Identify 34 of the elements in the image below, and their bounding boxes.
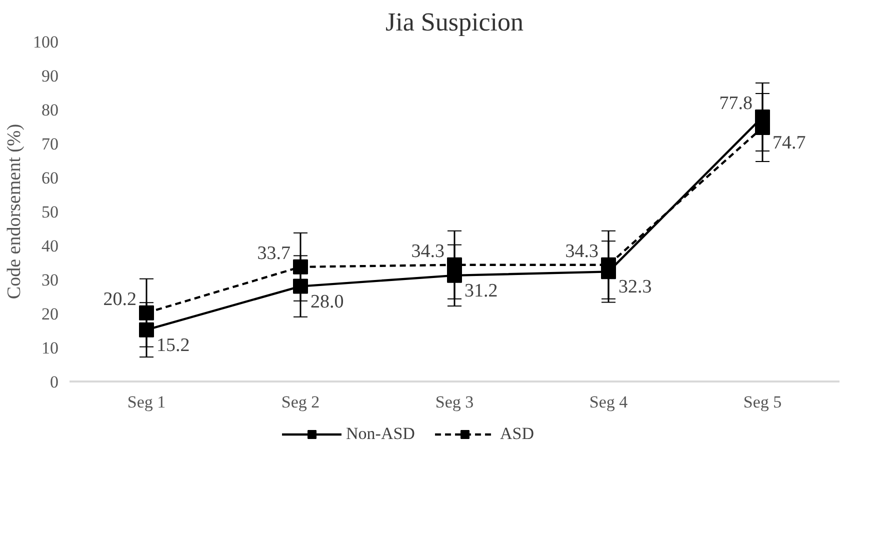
x-tick-label: Seg 3 — [435, 392, 474, 412]
point — [139, 305, 154, 320]
point — [293, 259, 308, 274]
data-label: 20.2 — [103, 288, 136, 310]
y-tick-label: 70 — [42, 134, 58, 154]
x-tick-label: Seg 1 — [127, 392, 166, 412]
y-tick-label: 100 — [33, 32, 58, 52]
data-label: 15.2 — [156, 334, 190, 356]
data-label: 31.2 — [464, 280, 498, 302]
y-tick-label: 20 — [42, 304, 58, 324]
y-axis-title: Code endorsement (%) — [4, 124, 25, 300]
y-tick-label: 0 — [50, 372, 58, 392]
data-label: 28.0 — [310, 291, 344, 312]
data-label: 33.7 — [257, 242, 290, 264]
x-tick-label: Seg 5 — [743, 392, 782, 412]
y-tick-label: 60 — [42, 168, 58, 188]
y-tick-label: 80 — [42, 100, 58, 120]
data-label: 74.7 — [772, 132, 806, 154]
y-tick-label: 90 — [42, 66, 58, 86]
chart-title: Jia Suspicion — [386, 8, 524, 36]
point — [139, 322, 154, 338]
y-tick-label: 30 — [42, 270, 58, 290]
legend-label: Non-ASD — [346, 424, 415, 444]
x-tick-label: Seg 2 — [281, 392, 320, 412]
y-tick-label: 40 — [42, 236, 58, 256]
data-label: 34.3 — [565, 240, 598, 262]
point — [293, 278, 308, 294]
x-tick-label: Seg 4 — [589, 392, 628, 412]
data-label: 32.3 — [618, 276, 652, 298]
y-tick-label: 50 — [42, 202, 58, 222]
y-tick-label: 10 — [42, 338, 58, 358]
legend-label: ASD — [500, 424, 534, 444]
data-label: 34.3 — [411, 240, 444, 262]
data-label: 77.8 — [719, 92, 752, 114]
